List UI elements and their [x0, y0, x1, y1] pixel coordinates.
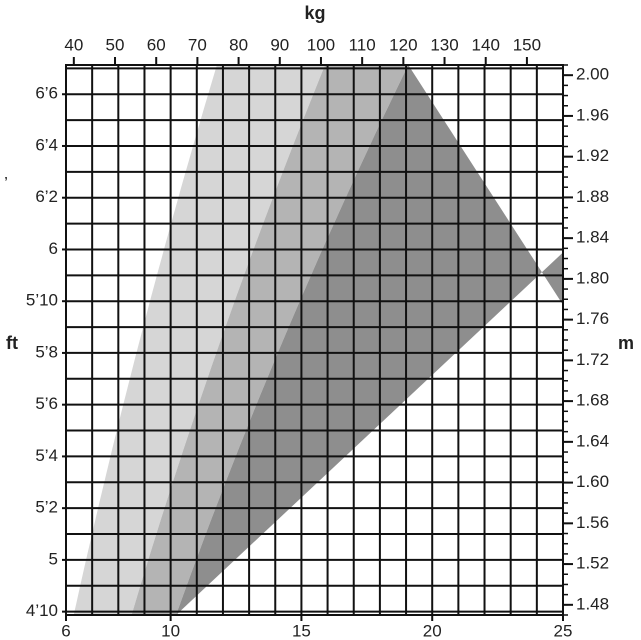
right-axis-title: m	[618, 333, 634, 353]
y2-tick-label: 5’8	[35, 342, 58, 361]
y-tick-label: 2.00	[576, 65, 609, 84]
x2-tick-label: 60	[147, 35, 166, 54]
y2-tick-label: 6’2	[35, 187, 58, 206]
y-tick-label: 1.76	[576, 309, 609, 328]
x2-tick-label: 100	[307, 35, 335, 54]
y2-tick-label: 5’4	[35, 446, 58, 465]
x2-tick-label: 150	[513, 35, 541, 54]
x-tick-label: 15	[292, 621, 311, 640]
y-tick-label: 1.60	[576, 472, 609, 491]
x2-tick-label: 140	[472, 35, 500, 54]
x2-tick-label: 80	[229, 35, 248, 54]
x2-tick-label: 110	[349, 35, 376, 54]
y-tick-label: 1.80	[576, 268, 609, 287]
x2-tick-label: 90	[270, 35, 289, 54]
y-tick-label: 1.56	[576, 513, 609, 532]
y2-tick-label: 5	[49, 549, 58, 568]
y2-tick-label: 6	[49, 239, 58, 258]
zone	[73, 65, 326, 615]
zone	[176, 65, 563, 615]
y2-tick-label: 5’6	[35, 394, 58, 413]
x2-tick-label: 40	[64, 35, 83, 54]
y2-tick-label: 5’2	[35, 498, 58, 517]
y2-tick-label: 5’10	[26, 291, 58, 310]
x-tick-label: 25	[554, 621, 573, 640]
x-axis-title: kg	[304, 3, 325, 23]
y-tick-label: 1.64	[576, 431, 609, 450]
y-tick-label: 1.48	[576, 594, 609, 613]
y2-tick-label: 6’4	[35, 135, 58, 154]
y-tick-label: 1.84	[576, 228, 609, 247]
annotation: ’	[4, 173, 8, 192]
x2-tick-label: 120	[389, 35, 417, 54]
y2-tick-label: 6’6	[35, 84, 58, 103]
y-tick-label: 1.88	[576, 187, 609, 206]
x-tick-label: 20	[423, 621, 442, 640]
y-tick-label: 1.72	[576, 350, 609, 369]
x-tick-label: 6	[61, 621, 70, 640]
y-tick-label: 1.52	[576, 554, 609, 573]
y-tick-label: 1.96	[576, 105, 609, 124]
zone	[66, 65, 217, 615]
zone	[131, 65, 409, 615]
y2-tick-label: 4’10	[26, 601, 58, 620]
x2-tick-label: 130	[430, 35, 458, 54]
left-axis-title: ft	[6, 333, 18, 353]
y-tick-label: 1.92	[576, 146, 609, 165]
x2-tick-label: 70	[188, 35, 207, 54]
x-tick-label: 10	[161, 621, 180, 640]
x2-tick-label: 50	[106, 35, 125, 54]
y-tick-label: 1.68	[576, 391, 609, 410]
